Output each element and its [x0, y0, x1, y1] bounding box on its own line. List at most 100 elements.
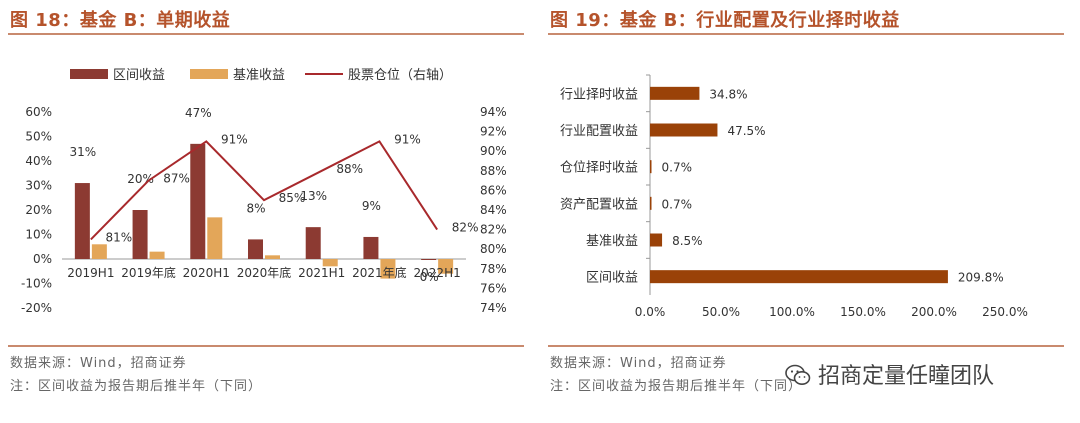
y-tick-label: 50%	[25, 130, 52, 144]
bar-benchmark-return	[91, 244, 107, 259]
hbar-attribution	[650, 233, 663, 247]
x-tick-label: 50.0%	[702, 305, 740, 319]
bar-benchmark-return	[380, 259, 396, 279]
x-tick-label: 0.0%	[635, 305, 666, 319]
legend-label-2: 股票仓位（右轴）	[348, 68, 452, 83]
bar-period-return	[421, 259, 437, 260]
y2-tick-label: 74%	[480, 301, 507, 315]
y-tick-label: -20%	[21, 301, 52, 315]
bar-benchmark-return	[207, 217, 223, 259]
x-tick-label: 150.0%	[840, 305, 886, 319]
right-top-rule	[548, 33, 1064, 35]
hbar-data-label: 34.8%	[709, 87, 747, 101]
bar-benchmark-return	[149, 251, 165, 259]
y-tick-label: 行业配置收益	[560, 124, 638, 139]
hbar-data-label: 0.7%	[662, 161, 693, 175]
bar-benchmark-return	[265, 255, 280, 259]
x-tick-label: 2021年底	[352, 265, 407, 280]
line-data-label: 85%	[279, 191, 306, 205]
hbar-attribution	[650, 86, 700, 100]
y-tick-label: -10%	[21, 277, 52, 291]
right-bottom-rule	[548, 345, 1064, 347]
legend-swatch-1	[190, 69, 228, 79]
x-tick-label: 2019H1	[67, 266, 114, 280]
y2-tick-label: 76%	[480, 281, 507, 295]
watermark-text: 招商定量任瞳团队	[818, 364, 995, 389]
hbar-attribution	[650, 196, 652, 210]
bar-period-return	[74, 183, 90, 259]
y-tick-label: 基准收益	[586, 234, 638, 249]
x-tick-label: 100.0%	[769, 305, 815, 319]
y2-tick-label: 86%	[480, 183, 507, 197]
fund-b-period-return-chart: 区间收益 基准收益 股票仓位（右轴） -20% -10% 0% 10% 20% 30% 40% 50…	[21, 68, 507, 315]
bar-period-return	[190, 143, 206, 259]
y2-tick-label: 92%	[480, 125, 507, 139]
bar-data-label: 9%	[362, 199, 381, 213]
x-tick-label: 2022H1	[414, 266, 461, 280]
x-tick-label: 2020H1	[183, 266, 230, 280]
bar-benchmark-return	[322, 259, 338, 267]
y-tick-label: 行业择时收益	[560, 87, 638, 102]
line-data-label: 87%	[163, 172, 190, 186]
bar-data-label: 8%	[246, 201, 265, 215]
bar-data-label: 47%	[185, 106, 212, 120]
line-data-label: 82%	[452, 221, 479, 235]
y2-tick-label: 80%	[480, 242, 507, 256]
bar-period-return	[305, 227, 321, 259]
y-tick-label: 60%	[25, 105, 52, 119]
legend-label-1: 基准收益	[233, 68, 285, 83]
hbar-data-label: 47.5%	[727, 124, 765, 138]
bar-period-return	[132, 210, 148, 259]
bar-data-label: 0%	[420, 270, 439, 284]
y-tick-label: 仓位择时收益	[560, 161, 638, 176]
hbar-attribution	[650, 160, 652, 174]
y-tick-label: 0%	[33, 252, 52, 266]
hbar-data-label: 0.7%	[662, 197, 693, 211]
right-source-note: 数据来源：Wind，招商证券	[550, 356, 727, 371]
bar-benchmark-return	[438, 259, 454, 274]
x-tick-label: 2019年底	[121, 265, 176, 280]
bar-period-return	[248, 239, 263, 259]
left-footnote: 注：区间收益为报告期后推半年（下同）	[10, 379, 263, 394]
bar-data-label: 13%	[300, 189, 327, 203]
y2-tick-label: 82%	[480, 223, 507, 237]
y-tick-label: 20%	[25, 203, 52, 217]
y2-tick-label: 78%	[480, 262, 507, 276]
right-figure-panel: 图 19：基金 B：行业配置及行业择时收益 行业择时收益 34.8% 行业配置收益 4…	[540, 0, 1070, 423]
hbar-attribution	[650, 123, 718, 137]
wechat-icon	[785, 364, 811, 385]
left-source-note: 数据来源：Wind，招商证券	[10, 356, 187, 371]
hbar-data-label: 209.8%	[958, 271, 1004, 285]
y2-tick-label: 94%	[480, 105, 507, 119]
fund-b-attribution-chart: 行业择时收益 34.8% 行业配置收益 47.5% 仓位择时收益 0.7% 资产配置收益 0.…	[560, 74, 1028, 319]
bar-data-label: 31%	[70, 145, 97, 159]
x-tick-label: 250.0%	[982, 305, 1028, 319]
y2-tick-label: 90%	[480, 144, 507, 158]
left-figure-panel: 图 18：基金 B：单期收益 区间收益 基准收益 股票仓位（右轴） -20% -10% 0…	[0, 0, 530, 423]
line-data-label: 88%	[336, 162, 363, 176]
bar-period-return	[363, 236, 379, 259]
left-bottom-rule	[8, 345, 524, 347]
hbar-data-label: 8.5%	[672, 234, 703, 248]
y-tick-label: 40%	[25, 154, 52, 168]
x-tick-label: 2021H1	[298, 266, 345, 280]
line-equity-position	[90, 140, 438, 241]
wechat-watermark: 招商定量任瞳团队	[785, 358, 994, 390]
left-figure-title: 图 18：基金 B：单期收益	[10, 10, 231, 31]
right-figure-title: 图 19：基金 B：行业配置及行业择时收益	[550, 10, 900, 31]
line-data-label: 91%	[221, 132, 248, 146]
y-tick-label: 资产配置收益	[560, 197, 638, 212]
legend-swatch-0	[70, 69, 108, 79]
y-tick-label: 区间收益	[586, 271, 638, 286]
x-tick-label: 200.0%	[911, 305, 957, 319]
x-tick-label: 2020年底	[237, 265, 292, 280]
hbar-attribution	[650, 270, 948, 284]
legend-label-0: 区间收益	[113, 68, 165, 83]
line-data-label: 81%	[106, 230, 133, 244]
y-tick-label: 30%	[25, 179, 52, 193]
left-top-rule	[8, 33, 524, 35]
right-footnote: 注：区间收益为报告期后推半年（下同）	[550, 379, 803, 394]
line-data-label: 91%	[394, 132, 421, 146]
y2-tick-label: 84%	[480, 203, 507, 217]
y-tick-label: 10%	[25, 228, 52, 242]
